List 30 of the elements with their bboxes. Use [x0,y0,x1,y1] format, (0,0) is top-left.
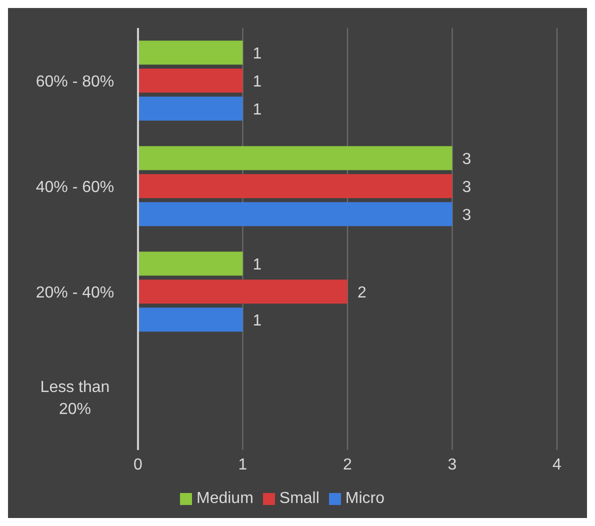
bar [138,252,243,276]
data-label: 3 [462,150,472,168]
legend-label: Micro [345,490,385,507]
bar [138,174,452,198]
data-label: 3 [462,206,472,224]
data-label: 1 [252,312,262,330]
y-tick-label: 40% - 60% [36,178,114,196]
bar [138,280,348,304]
data-label: 1 [252,101,262,118]
bar [138,96,243,121]
data-label: 3 [462,178,472,196]
bar [138,40,243,65]
y-tick-label: Less than 20% [40,378,110,418]
legend-label: Medium [196,490,254,507]
x-tick-label: 1 [238,456,248,474]
y-tick-label: 20% - 40% [36,284,114,302]
data-label: 1 [252,45,262,62]
x-tick-label: 3 [448,456,457,474]
data-label: 2 [358,284,366,302]
bar [138,146,452,170]
bar [138,308,243,332]
bar [138,202,452,226]
data-label: 1 [252,256,262,274]
x-tick-label: 0 [134,456,143,474]
x-tick-label: 4 [552,456,562,474]
data-label: 1 [252,73,262,90]
bar [138,68,243,93]
x-tick-label: 2 [343,456,352,474]
legend-label: Small [279,490,320,507]
y-tick-label: 60% - 80% [36,73,114,90]
